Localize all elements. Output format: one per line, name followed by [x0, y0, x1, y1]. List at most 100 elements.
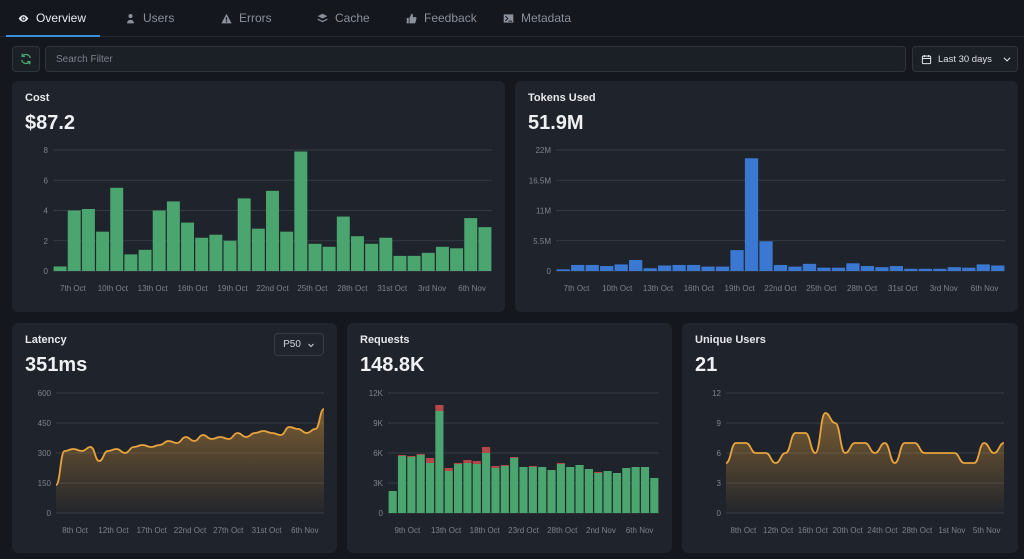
x-tick-label: 2nd Nov: [586, 526, 616, 535]
bar: [528, 467, 537, 513]
x-tick-label: 7th Oct: [564, 284, 591, 293]
y-tick-label: 16.5M: [529, 176, 552, 185]
bar: [657, 265, 672, 271]
bar: [744, 158, 759, 271]
x-tick-label: 8th Oct: [730, 526, 757, 535]
bar: [425, 463, 435, 513]
bar: [266, 190, 279, 271]
layers-icon: [317, 13, 328, 22]
bar: [124, 254, 138, 271]
y-tick-label: 5.5M: [533, 237, 551, 246]
bar: [556, 269, 570, 271]
tab-label: Cache: [335, 11, 370, 25]
card-value: 148.8K: [360, 354, 425, 376]
y-tick-label: 0: [379, 509, 384, 518]
y-tick-label: 22M: [535, 146, 551, 155]
bar: [482, 453, 491, 513]
bar: [166, 201, 180, 271]
tab-users[interactable]: Users: [125, 0, 174, 36]
y-tick-label: 150: [38, 479, 52, 488]
tab-cache[interactable]: Cache: [317, 0, 370, 36]
bar: [336, 216, 350, 271]
error-bar: [444, 468, 453, 471]
tokens-bar-chart: 0 5.5M 11M 16.5M 22M 7th Oct 10th Oct 13th Oct 1…: [529, 146, 1005, 293]
bar: [350, 236, 364, 271]
tab-overview[interactable]: Overview: [5, 0, 101, 37]
bar: [152, 210, 166, 271]
bar: [416, 455, 425, 513]
bar: [962, 267, 976, 271]
x-tick-label: 17th Oct: [137, 526, 168, 535]
x-tick-label: 3rd Nov: [930, 284, 958, 293]
x-tick-label: 24th Oct: [867, 526, 898, 535]
percentile-select[interactable]: P50: [274, 333, 324, 356]
chevron-down-icon: [308, 343, 314, 347]
bar: [110, 187, 124, 271]
bar: [388, 491, 397, 513]
y-tick-label: 4: [44, 207, 49, 216]
error-bar: [416, 454, 425, 455]
area-fill: [56, 409, 324, 513]
tab-errors[interactable]: Errors: [221, 0, 272, 36]
bar: [947, 267, 961, 271]
tab-feedback[interactable]: Feedback: [406, 0, 477, 36]
card-value: 21: [695, 354, 718, 376]
bar: [538, 467, 547, 513]
percentile-label: P50: [283, 339, 301, 350]
bar: [393, 255, 407, 271]
area-fill: [726, 413, 1004, 513]
bar: [571, 264, 585, 271]
requests-card: Requests 148.8K 0 3K 6K 9K 12K 9th Oct 13th Oc…: [347, 323, 672, 553]
x-tick-label: 20th Oct: [833, 526, 864, 535]
x-tick-label: 9th Oct: [394, 526, 421, 535]
card-title: Tokens Used: [528, 92, 596, 104]
x-tick-label: 7th Oct: [60, 284, 87, 293]
bar: [585, 264, 599, 271]
card-value: 51.9M: [528, 112, 584, 134]
x-tick-label: 31st Oct: [377, 284, 408, 293]
bar: [773, 264, 788, 271]
x-tick-label: 13th Oct: [643, 284, 674, 293]
x-tick-label: 3rd Nov: [418, 284, 446, 293]
bar: [478, 227, 492, 271]
bar: [889, 266, 904, 271]
y-tick-label: 0: [44, 267, 49, 276]
card-title: Unique Users: [695, 334, 766, 346]
tab-metadata[interactable]: Metadata: [503, 0, 571, 36]
bar: [81, 208, 95, 271]
bar: [53, 266, 67, 271]
error-bar: [500, 465, 509, 466]
x-tick-label: 16th Oct: [798, 526, 829, 535]
bar: [991, 265, 1005, 271]
y-tick-label: 300: [38, 449, 52, 458]
error-bar: [425, 458, 435, 463]
error-bar: [510, 457, 519, 458]
bar: [96, 231, 110, 271]
bar: [575, 465, 584, 513]
error-bar: [463, 460, 472, 463]
search-input[interactable]: [45, 46, 906, 72]
card-value: $87.2: [25, 112, 76, 134]
refresh-button[interactable]: [12, 46, 40, 72]
x-tick-label: 25th Oct: [297, 284, 328, 293]
y-tick-label: 8: [44, 146, 49, 155]
latency-card: Latency 351ms P50 0 150 300 450 600 8th Oct 12…: [12, 323, 337, 553]
card-value: 351ms: [25, 354, 88, 376]
bar: [802, 263, 817, 271]
date-range-select[interactable]: Last 30 days: [912, 46, 1018, 72]
error-bar: [407, 456, 416, 457]
x-tick-label: 16th Oct: [684, 284, 715, 293]
bar: [875, 267, 889, 271]
x-tick-label: 12th Oct: [98, 526, 129, 535]
bar: [223, 240, 237, 271]
error-bar: [491, 466, 500, 468]
bar: [510, 458, 519, 513]
refresh-icon: [21, 53, 31, 65]
bar: [67, 210, 81, 271]
bar: [444, 471, 453, 513]
y-tick-label: 450: [38, 419, 52, 428]
warning-icon: [221, 13, 232, 23]
bar: [860, 266, 875, 271]
tab-label: Users: [143, 11, 175, 25]
bar: [650, 478, 659, 513]
